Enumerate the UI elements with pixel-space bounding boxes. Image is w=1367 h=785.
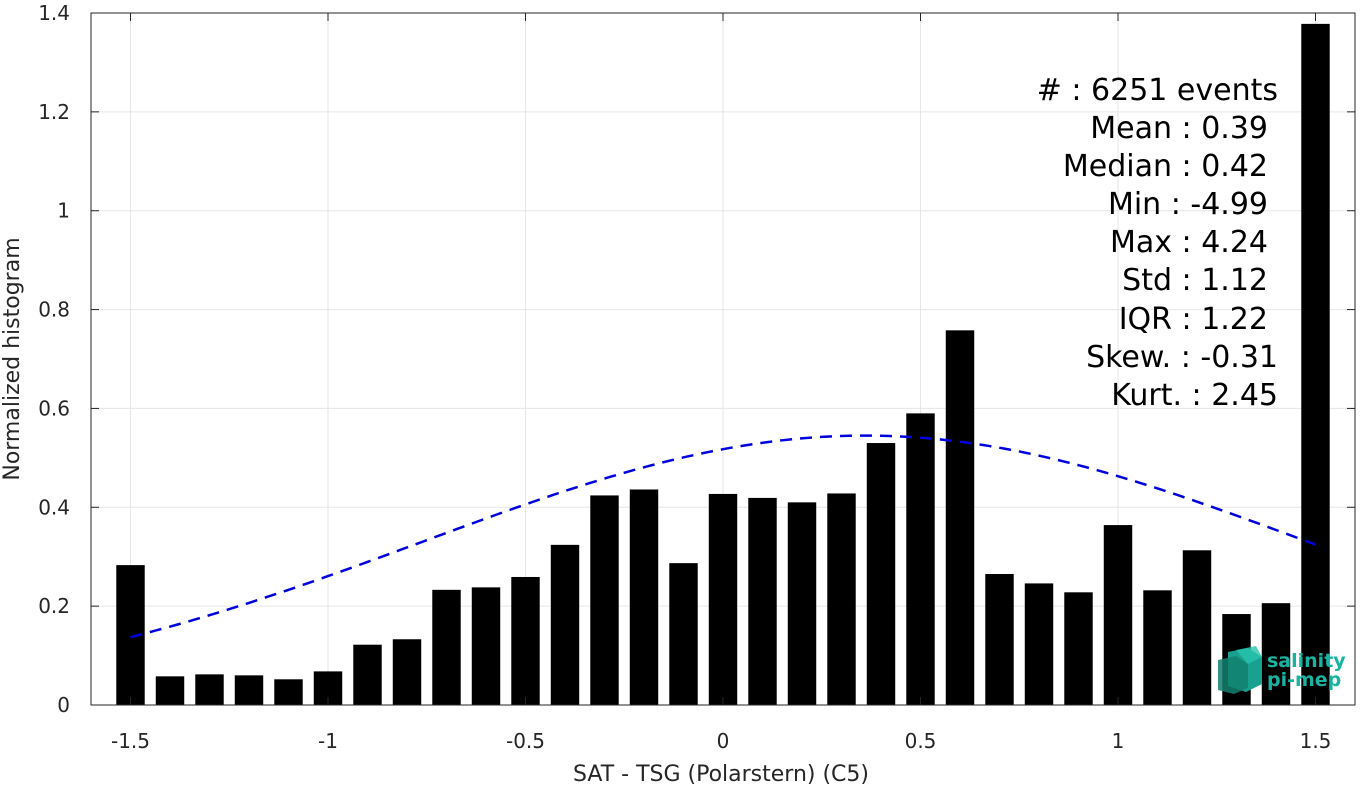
x-tick-label-1: -1	[318, 729, 338, 753]
cube-icon	[1218, 646, 1262, 694]
normal-fit-curve	[130, 434, 1316, 639]
bar-18	[827, 493, 856, 705]
bar-14	[669, 563, 698, 705]
y-tick-label-3: 0.6	[38, 396, 70, 420]
bar-21	[945, 330, 975, 705]
bar-3	[234, 675, 264, 705]
y-tick-label-4: 0.8	[38, 298, 70, 322]
x-tick-label-4: 0.5	[905, 729, 937, 753]
y-tick-label-1: 0.2	[38, 594, 70, 618]
stat-events: # : 6251 events	[1037, 73, 1278, 108]
bar-6	[353, 644, 382, 705]
y-tick-label-7: 1.4	[38, 1, 70, 25]
y-tick-labels: 0 0.2 0.4 0.6 0.8 1 1.2 1.4	[38, 1, 70, 717]
bar-22	[985, 574, 1014, 705]
logo-line2: pi-mep	[1267, 669, 1341, 691]
y-tick-label-2: 0.4	[38, 495, 70, 519]
stat-kurt: Kurt. : 2.45	[1111, 378, 1278, 413]
bar-8	[432, 589, 461, 705]
bar-7	[392, 639, 422, 705]
y-tick-label-5: 1	[57, 199, 70, 223]
x-tick-labels: -1.5 -1 -0.5 0 0.5 1 1.5	[111, 729, 1331, 753]
bar-29	[1261, 603, 1291, 705]
salinity-pi-mep-logo: salinity pi-mep	[1218, 646, 1346, 694]
bar-30	[1301, 23, 1330, 706]
stat-max: Max : 4.24	[1110, 225, 1268, 260]
bar-25	[1103, 525, 1133, 705]
bar-26	[1143, 590, 1172, 705]
bar-27	[1182, 550, 1212, 705]
bar-11	[550, 544, 580, 705]
bar-20	[906, 413, 935, 705]
bar-23	[1024, 583, 1054, 705]
x-tick-label-3: 0	[717, 729, 730, 753]
bar-12	[590, 495, 619, 705]
x-tick-label-5: 1	[1112, 729, 1125, 753]
stats-annotations: # : 6251 events Mean : 0.39 Median : 0.4…	[1037, 73, 1278, 413]
bar-10	[511, 576, 540, 705]
stat-skew: Skew. : -0.31	[1086, 340, 1278, 375]
bars	[116, 23, 1330, 706]
y-tick-label-0: 0	[57, 693, 70, 717]
grid	[91, 12, 1355, 706]
bar-9	[471, 587, 501, 705]
bar-24	[1064, 592, 1093, 705]
y-tick-label-6: 1.2	[38, 100, 70, 124]
x-tick-label-6: 1.5	[1300, 729, 1332, 753]
x-tick-label-0: -1.5	[111, 729, 150, 753]
bar-13	[629, 489, 659, 705]
bar-16	[748, 497, 777, 705]
stat-median: Median : 0.42	[1063, 149, 1268, 184]
logo-line1: salinity	[1267, 650, 1346, 672]
x-tick-label-2: -0.5	[506, 729, 545, 753]
stat-std: Std : 1.12	[1122, 263, 1268, 298]
bar-1	[155, 676, 185, 705]
bar-2	[195, 674, 224, 705]
ticks	[91, 12, 1355, 706]
stat-mean: Mean : 0.39	[1090, 111, 1268, 146]
x-axis-label: SAT - TSG (Polarstern) (C5)	[573, 762, 869, 785]
bar-17	[787, 502, 817, 705]
bar-19	[866, 443, 896, 705]
stat-min: Min : -4.99	[1108, 187, 1268, 222]
bar-15	[708, 493, 738, 705]
bar-4	[274, 679, 303, 705]
y-axis-label: Normalized histogram	[0, 237, 25, 480]
stat-iqr: IQR : 1.22	[1119, 302, 1268, 337]
